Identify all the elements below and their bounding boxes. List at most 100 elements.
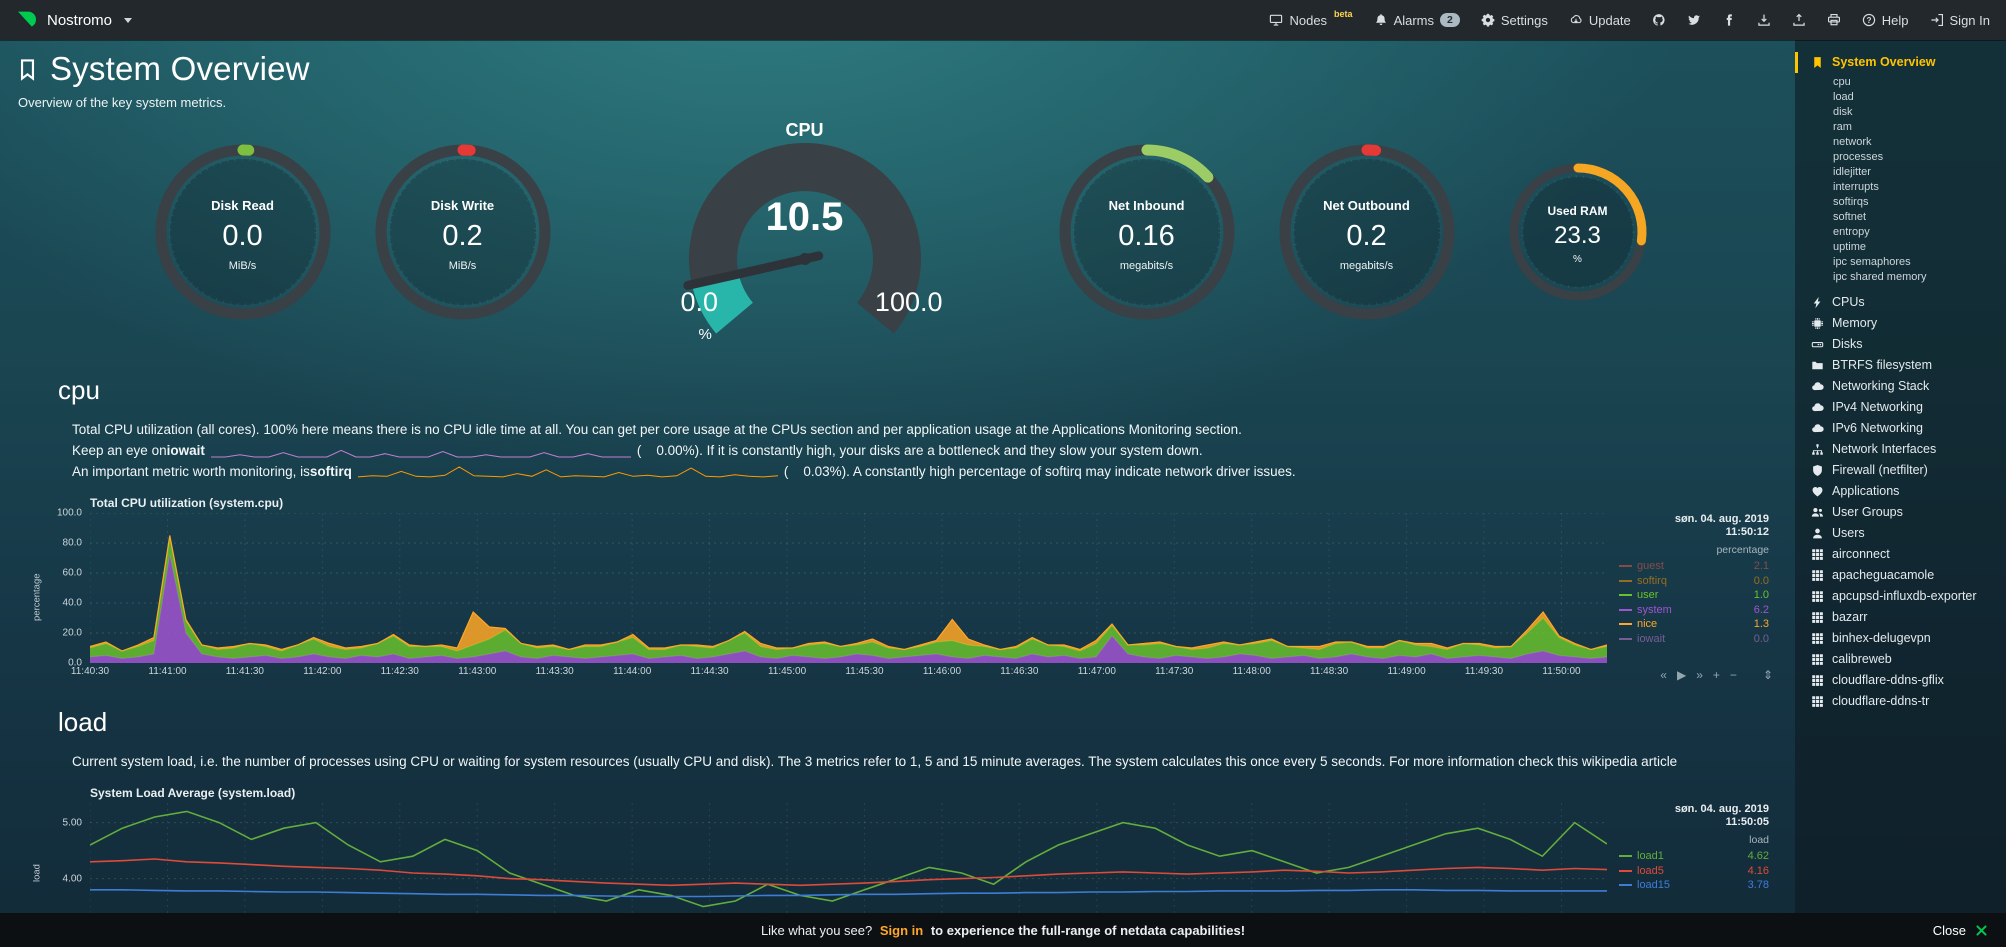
sidebar-item-ipv4-networking[interactable]: IPv4 Networking bbox=[1795, 397, 2006, 418]
sidebar-item-cloudflare-ddns-tr[interactable]: cloudflare-ddns-tr bbox=[1795, 691, 2006, 712]
play-icon[interactable]: ▶ bbox=[1676, 668, 1687, 682]
sidebar-item-firewall-netfilter[interactable]: Firewall (netfilter) bbox=[1795, 460, 2006, 481]
nav-item-nodes[interactable]: Nodes beta bbox=[1269, 9, 1353, 28]
gauge-label: Disk Read bbox=[211, 197, 274, 213]
sidebar-item-label: calibreweb bbox=[1832, 652, 1892, 666]
legend-entry-softirq[interactable]: softirq 0.0 bbox=[1619, 574, 1769, 589]
inline-sparkline-chart[interactable] bbox=[358, 465, 778, 479]
sidebar-subitem-processes[interactable]: processes bbox=[1833, 151, 1884, 163]
x-tick: 11:42:30 bbox=[380, 666, 419, 677]
sidebar-item-cloudflare-ddns-gflix[interactable]: cloudflare-ddns-gflix bbox=[1795, 670, 2006, 691]
signin-icon bbox=[1930, 13, 1944, 27]
gauge-net-inbound[interactable]: Net Inbound 0.16 megabits/s bbox=[1054, 139, 1240, 330]
sidebar-subitem-ipc-semaphores[interactable]: ipc semaphores bbox=[1833, 256, 1911, 268]
nav-item-update[interactable]: Update bbox=[1569, 13, 1631, 28]
sidebar-item-binhex-delugevpn[interactable]: binhex-delugevpn bbox=[1795, 628, 2006, 649]
zoom-in-icon[interactable]: + bbox=[1712, 668, 1720, 682]
nav-item-help[interactable]: ? Help bbox=[1862, 13, 1909, 28]
sidebar-subitem-softirqs[interactable]: softirqs bbox=[1833, 196, 1869, 208]
sidebar-item-btrfs-filesystem[interactable]: BTRFS filesystem bbox=[1795, 355, 2006, 376]
sidebar-subitem-network[interactable]: network bbox=[1833, 136, 1872, 148]
legend-swatch bbox=[1619, 869, 1632, 872]
sidebar-item-apcupsd-influxdb-exporter[interactable]: apcupsd-influxdb-exporter bbox=[1795, 586, 2006, 607]
sidebar-subitem-load[interactable]: load bbox=[1833, 91, 1854, 103]
sidebar-subitem-cpu[interactable]: cpu bbox=[1833, 76, 1851, 88]
sidebar-subitem-softnet[interactable]: softnet bbox=[1833, 211, 1867, 223]
sidebar-item-applications[interactable]: Applications bbox=[1795, 481, 2006, 502]
nav-item-alarms[interactable]: Alarms 2 bbox=[1374, 13, 1460, 28]
nav-item-print[interactable] bbox=[1827, 13, 1841, 27]
sidebar-subitem-idlejitter[interactable]: idlejitter bbox=[1833, 166, 1871, 178]
alarms-count-badge: 2 bbox=[1440, 13, 1460, 27]
nav-item-github[interactable] bbox=[1652, 13, 1666, 27]
sidebar-item-users[interactable]: Users bbox=[1795, 523, 2006, 544]
gauge-unit: megabits/s bbox=[1339, 259, 1394, 272]
sidebar-item-label: airconnect bbox=[1832, 547, 1890, 561]
sidebar-subitem-ram[interactable]: ram bbox=[1833, 121, 1852, 133]
sidebar-item-system-overview[interactable]: System Overview bbox=[1795, 52, 2006, 73]
sidebar-item-airconnect[interactable]: airconnect bbox=[1795, 544, 2006, 565]
section-load-heading: load bbox=[58, 707, 108, 737]
x-tick: 11:50:00 bbox=[1542, 666, 1581, 677]
sidebar-item-memory[interactable]: Memory bbox=[1795, 313, 2006, 334]
sidebar-item-label: Memory bbox=[1832, 316, 1878, 330]
legend-swatch bbox=[1619, 579, 1632, 582]
legend-entry-load15[interactable]: load15 3.78 bbox=[1619, 878, 1769, 893]
gauge-disk-write[interactable]: Disk Write 0.2 MiB/s bbox=[370, 139, 556, 330]
monitor-icon bbox=[1269, 13, 1283, 27]
legend-name: iowait bbox=[1637, 632, 1666, 645]
seek-forward-icon[interactable]: » bbox=[1696, 668, 1703, 682]
legend-entry-iowait[interactable]: iowait 0.0 bbox=[1619, 632, 1769, 647]
legend-entry-user[interactable]: user 1.0 bbox=[1619, 588, 1769, 603]
sidebar-item-disks[interactable]: Disks bbox=[1795, 334, 2006, 355]
y-tick: 100.0 bbox=[56, 507, 82, 519]
chart-plot-area[interactable] bbox=[90, 513, 1607, 663]
nav-item-export-snapshot[interactable] bbox=[1792, 13, 1806, 27]
sidebar-item-networking-stack[interactable]: Networking Stack bbox=[1795, 376, 2006, 397]
zoom-out-icon[interactable]: − bbox=[1729, 668, 1737, 682]
sidebar-item-network-interfaces[interactable]: Network Interfaces bbox=[1795, 439, 2006, 460]
sidebar-subitem-entropy[interactable]: entropy bbox=[1833, 226, 1870, 238]
shield-icon bbox=[1811, 464, 1824, 477]
sidebar-subitem-interrupts[interactable]: interrupts bbox=[1833, 181, 1879, 193]
y-tick: 20.0 bbox=[62, 627, 82, 639]
x-tick: 11:46:30 bbox=[1000, 666, 1039, 677]
grid-icon bbox=[1811, 632, 1824, 645]
section-cpu-heading: cpu bbox=[58, 375, 100, 405]
seek-backward-icon[interactable]: « bbox=[1660, 668, 1667, 682]
banner-close-button[interactable]: Close bbox=[1933, 923, 1988, 938]
resize-icon[interactable]: ⇕ bbox=[1762, 668, 1773, 682]
sidebar-item-calibreweb[interactable]: calibreweb bbox=[1795, 649, 2006, 670]
legend-value: 6.2 bbox=[1753, 603, 1769, 616]
legend-entry-load1[interactable]: load1 4.62 bbox=[1619, 849, 1769, 864]
gauge-disk-read[interactable]: Disk Read 0.0 MiB/s bbox=[150, 139, 336, 330]
sidebar-subitem-ipc-shared-memory[interactable]: ipc shared memory bbox=[1833, 271, 1927, 283]
signin-link[interactable]: Sign in bbox=[879, 922, 924, 938]
sidebar-item-label: binhex-delugevpn bbox=[1832, 631, 1931, 645]
gauge-cpu[interactable]: CPU 10.5 0.0 100.0% bbox=[645, 120, 965, 349]
inline-sparkline-chart[interactable] bbox=[211, 444, 631, 458]
sidebar-subitem-uptime[interactable]: uptime bbox=[1833, 241, 1867, 253]
nav-item-settings[interactable]: Settings bbox=[1481, 13, 1548, 28]
node-selector[interactable]: Nostromo bbox=[16, 9, 133, 31]
sidebar-item-cpus[interactable]: CPUs bbox=[1795, 292, 2006, 313]
nav-item-import-snapshot[interactable] bbox=[1757, 13, 1771, 27]
legend-entry-system[interactable]: system 6.2 bbox=[1619, 603, 1769, 618]
banner-message: Like what you see? Sign in to experience… bbox=[0, 923, 2006, 938]
gauge-used-ram[interactable]: Used RAM 23.3% bbox=[1503, 157, 1653, 312]
sidebar-item-ipv6-networking[interactable]: IPv6 Networking bbox=[1795, 418, 2006, 439]
nav-item-signin[interactable]: Sign In bbox=[1930, 13, 1990, 28]
sidebar-item-apacheguacamole[interactable]: apacheguacamole bbox=[1795, 565, 2006, 586]
sidebar-item-bazarr[interactable]: bazarr bbox=[1795, 607, 2006, 628]
legend-entry-nice[interactable]: nice 1.3 bbox=[1619, 617, 1769, 632]
nav-item-twitter[interactable] bbox=[1687, 13, 1701, 27]
legend-value: 1.3 bbox=[1753, 618, 1769, 630]
sidebar-item-user-groups[interactable]: User Groups bbox=[1795, 502, 2006, 523]
nav-item-facebook[interactable] bbox=[1722, 13, 1736, 27]
legend-entry-guest[interactable]: guest 2.1 bbox=[1619, 559, 1769, 574]
x-tick: 11:46:00 bbox=[922, 666, 962, 677]
gauge-net-outbound[interactable]: Net Outbound 0.2 megabits/s bbox=[1274, 139, 1460, 330]
sidebar-subitem-disk[interactable]: disk bbox=[1833, 106, 1853, 118]
sidebar-submenu: cpu load disk ram network processes idlejitter… bbox=[1795, 75, 2006, 285]
legend-entry-load5[interactable]: load5 4.16 bbox=[1619, 864, 1769, 879]
